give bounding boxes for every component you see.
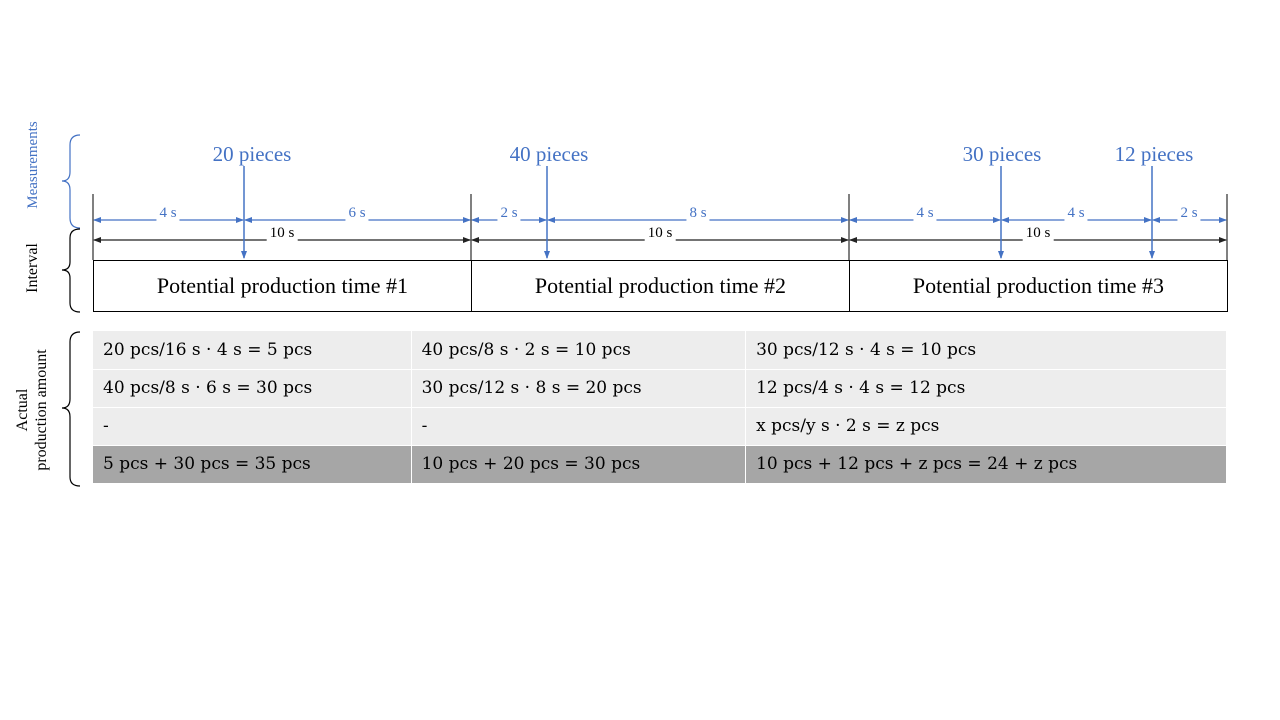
- table-cell: 20 pcs/16 s · 4 s = 5 pcs: [93, 331, 412, 370]
- production-time-label: Potential production time #2: [534, 273, 787, 298]
- table-cell: 10 pcs + 20 pcs = 30 pcs: [411, 445, 747, 484]
- production-time-label: Potential production time #3: [912, 273, 1165, 298]
- actual-production-side-label: Actual production amount: [13, 340, 53, 480]
- table-cell: 40 pcs/8 s · 6 s = 30 pcs: [93, 369, 412, 408]
- actual-brace: [61, 331, 81, 487]
- production-time-label: Potential production time #1: [156, 273, 409, 298]
- measurement-label-3: 30 pieces: [962, 142, 1042, 166]
- actual-label-line2: production amount: [33, 349, 50, 471]
- table-row: - - x pcs/y s · 2 s = z pcs: [93, 407, 1227, 446]
- interval-side-label: Interval: [24, 243, 41, 293]
- segment-duration-label: 4 s: [156, 205, 180, 221]
- interval-duration-label: 10 s: [266, 225, 298, 241]
- segment-duration-label: 8 s: [686, 205, 710, 221]
- interval-brace: [61, 228, 81, 313]
- measurement-label-2: 40 pieces: [509, 142, 589, 166]
- table-cell: -: [411, 407, 747, 446]
- table-cell: x pcs/y s · 2 s = z pcs: [745, 407, 1227, 446]
- segment-duration-label: 2 s: [497, 205, 521, 221]
- production-calculation-table: 20 pcs/16 s · 4 s = 5 pcs 40 pcs/8 s · 2…: [93, 331, 1227, 484]
- table-cell: 40 pcs/8 s · 2 s = 10 pcs: [411, 331, 747, 370]
- table-row: 40 pcs/8 s · 6 s = 30 pcs 30 pcs/12 s · …: [93, 369, 1227, 408]
- measurements-side-label: Measurements: [25, 121, 41, 209]
- production-time-box-2: Potential production time #2: [471, 260, 850, 312]
- segment-duration-label: 4 s: [1064, 205, 1088, 221]
- measurement-label-1: 20 pieces: [212, 142, 292, 166]
- segment-duration-label: 6 s: [345, 205, 369, 221]
- table-total-row: 5 pcs + 30 pcs = 35 pcs 10 pcs + 20 pcs …: [93, 445, 1227, 484]
- table-row: 20 pcs/16 s · 4 s = 5 pcs 40 pcs/8 s · 2…: [93, 331, 1227, 370]
- table-cell: 10 pcs + 12 pcs + z pcs = 24 + z pcs: [745, 445, 1227, 484]
- production-time-box-1: Potential production time #1: [93, 260, 472, 312]
- segment-duration-label: 4 s: [913, 205, 937, 221]
- measurements-brace: [61, 134, 81, 229]
- table-cell: 12 pcs/4 s · 4 s = 12 pcs: [745, 369, 1227, 408]
- segment-duration-label: 2 s: [1177, 205, 1201, 221]
- interval-duration-label: 10 s: [1022, 225, 1054, 241]
- measurement-drop-arrows: [241, 166, 1155, 259]
- interval-duration-label: 10 s: [644, 225, 676, 241]
- actual-label-line1: Actual: [14, 388, 31, 432]
- table-cell: 30 pcs/12 s · 8 s = 20 pcs: [411, 369, 747, 408]
- table-cell: 30 pcs/12 s · 4 s = 10 pcs: [745, 331, 1227, 370]
- boundary-ticks: [92, 194, 1228, 260]
- production-time-box-3: Potential production time #3: [849, 260, 1228, 312]
- table-cell: 5 pcs + 30 pcs = 35 pcs: [93, 445, 412, 484]
- measurement-label-4: 12 pieces: [1114, 142, 1194, 166]
- table-cell: -: [93, 407, 412, 446]
